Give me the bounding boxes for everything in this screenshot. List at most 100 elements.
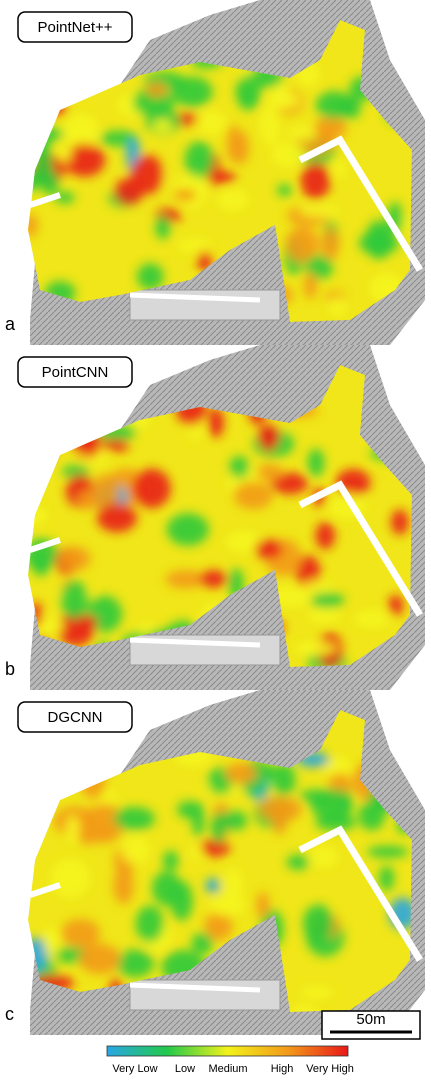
blob — [217, 188, 249, 212]
blob — [306, 608, 341, 624]
blob — [255, 764, 279, 781]
blob — [205, 878, 221, 894]
blob — [120, 835, 150, 865]
blob — [55, 191, 75, 204]
crack — [29, 537, 61, 553]
scale-box — [321, 1010, 421, 1040]
panel-title: PointNet++ — [37, 19, 112, 36]
blob — [68, 424, 87, 448]
blob — [315, 522, 336, 550]
blob — [298, 204, 340, 218]
blob — [62, 113, 100, 150]
crack — [29, 192, 61, 208]
crack — [29, 882, 61, 898]
blob — [353, 609, 391, 629]
blob — [145, 82, 168, 98]
colorbar-label: High — [271, 1063, 294, 1075]
crack — [298, 480, 423, 617]
blob — [65, 815, 80, 845]
blob — [113, 867, 134, 905]
blob — [390, 509, 409, 535]
blob — [226, 124, 240, 163]
panel: DGCNN c — [5, 690, 425, 1035]
blob — [28, 740, 49, 775]
panel-title: PointCNN — [42, 364, 109, 381]
blob — [28, 213, 38, 238]
blob — [199, 839, 230, 857]
panel-title: DGCNN — [48, 709, 103, 726]
blob — [92, 757, 111, 774]
blob — [302, 580, 334, 594]
blob — [331, 160, 347, 179]
blob — [28, 617, 65, 635]
blob — [256, 464, 283, 481]
blob — [28, 433, 55, 467]
blob — [60, 580, 89, 620]
blob — [207, 407, 224, 438]
blob — [190, 844, 203, 862]
blob — [170, 881, 193, 921]
blob — [28, 397, 46, 426]
blob — [262, 433, 275, 452]
blob — [79, 427, 101, 458]
blob — [259, 106, 280, 146]
blob — [285, 226, 319, 264]
blob — [358, 231, 399, 255]
blob — [397, 390, 412, 429]
blob — [225, 530, 262, 553]
blob — [101, 439, 130, 452]
blob — [45, 102, 68, 116]
blob — [63, 390, 100, 427]
blob — [191, 932, 214, 955]
blob — [219, 810, 248, 831]
colorbar-label: Very Low — [112, 1063, 157, 1075]
blob — [304, 272, 317, 300]
blob — [57, 546, 91, 571]
blob — [293, 641, 337, 656]
colorbar-labels: Very Low Low Medium High Very High — [112, 1063, 353, 1075]
panel-letter: a — [5, 314, 16, 334]
blob — [135, 905, 164, 943]
colorbar-label: Low — [175, 1063, 195, 1075]
blob — [155, 214, 171, 240]
heatmap — [28, 710, 412, 1012]
crack — [298, 825, 423, 962]
blob — [270, 472, 309, 495]
blob — [36, 127, 64, 141]
blob — [272, 763, 296, 796]
blob — [204, 911, 233, 941]
blob — [266, 92, 301, 110]
blob — [276, 184, 292, 197]
blob — [195, 110, 227, 135]
blob — [224, 762, 258, 785]
blob — [28, 780, 53, 810]
blob — [270, 142, 307, 168]
blob — [63, 143, 106, 177]
blob — [113, 806, 155, 831]
blob — [61, 918, 100, 948]
blob — [288, 1005, 319, 1012]
blob — [78, 829, 98, 845]
blob — [152, 118, 173, 133]
blob — [28, 399, 42, 420]
blob — [51, 757, 90, 777]
blob — [378, 865, 395, 891]
blob — [177, 800, 200, 819]
blob — [166, 513, 209, 546]
crack — [298, 135, 423, 272]
blob — [229, 455, 250, 479]
blob — [254, 539, 283, 560]
blob — [272, 802, 288, 835]
colorbar-label: Medium — [208, 1063, 247, 1075]
panels: PointNet++ a PointCNN b DGCNN c — [5, 0, 425, 1035]
blob — [50, 858, 91, 899]
blob — [256, 891, 270, 919]
blob — [28, 168, 48, 190]
blob — [206, 171, 237, 184]
blob — [309, 788, 354, 819]
blob — [286, 854, 310, 870]
scale-label: 50m — [356, 1011, 385, 1028]
panel-letter: b — [5, 659, 15, 679]
blob — [43, 752, 68, 779]
